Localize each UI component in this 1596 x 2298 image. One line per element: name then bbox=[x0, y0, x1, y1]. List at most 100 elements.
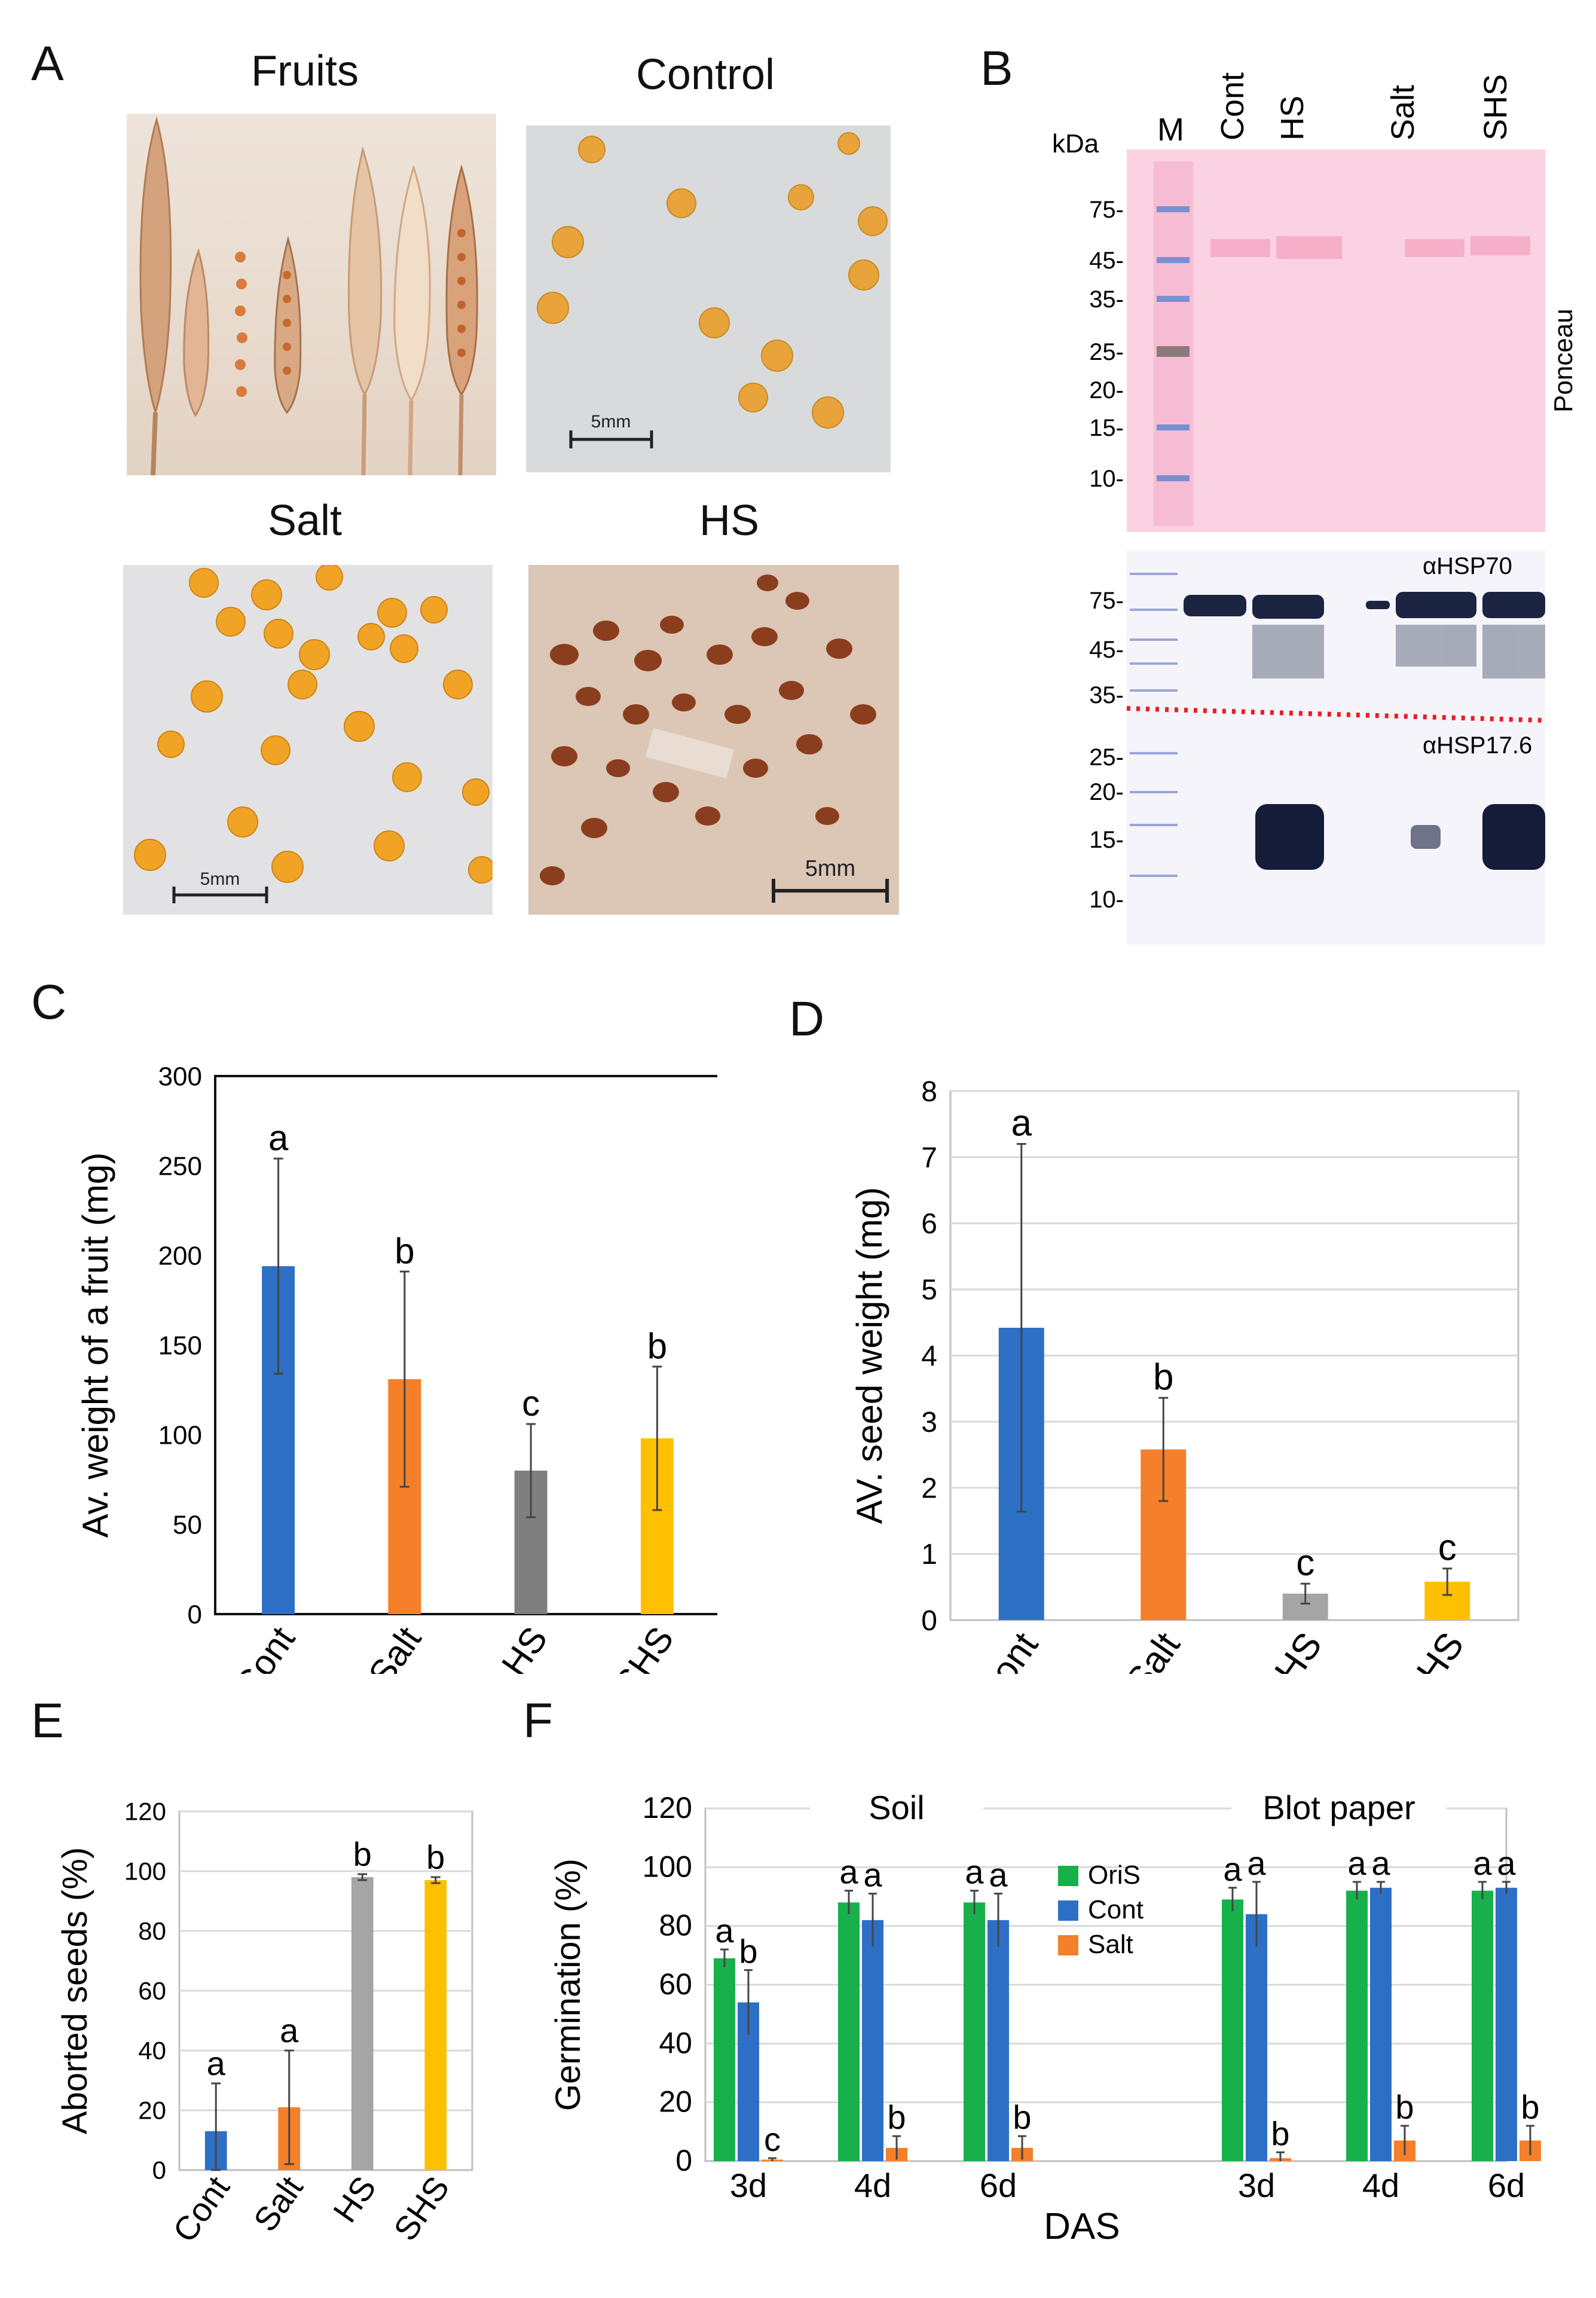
y-tick-label: 2 bbox=[921, 1473, 937, 1505]
legend-swatch-salt bbox=[1058, 1935, 1078, 1955]
kda-marker-top: 15- bbox=[1089, 415, 1124, 441]
significance-letter: b bbox=[1153, 1356, 1173, 1398]
x-tick-label: SHS bbox=[386, 2169, 457, 2247]
lane-label-hs: HS bbox=[1274, 96, 1310, 140]
significance-letter: a bbox=[1347, 1844, 1366, 1882]
y-tick-label: 80 bbox=[138, 1917, 166, 1945]
panel-label-a: A bbox=[31, 36, 64, 91]
x-tick-label: Cont bbox=[166, 2169, 237, 2248]
y-tick-label: 8 bbox=[921, 1076, 937, 1108]
bar-cont bbox=[862, 1920, 883, 2161]
x-tick-label: Salt bbox=[246, 2169, 310, 2238]
ponceau-gel bbox=[1127, 149, 1545, 532]
marker-lane bbox=[1154, 161, 1193, 526]
control-seeds-illustration: 5mm bbox=[537, 132, 888, 448]
y-tick-label: 300 bbox=[158, 1062, 202, 1091]
x-tick-label: 6d bbox=[1488, 2166, 1525, 2204]
hsp17-label: αHSP17.6 bbox=[1423, 732, 1532, 759]
bar-cont bbox=[987, 1920, 1009, 2161]
kda-marker-top: 45- bbox=[1089, 247, 1124, 274]
significance-letter: b bbox=[426, 1838, 445, 1876]
y-tick-label: 20 bbox=[138, 2097, 166, 2125]
lane-label-m: M bbox=[1157, 112, 1184, 148]
scale-bar-label: 5mm bbox=[805, 856, 855, 881]
x-tick-label: 6d bbox=[980, 2166, 1017, 2204]
bar-hs bbox=[351, 1877, 374, 2170]
fruits-photo bbox=[127, 114, 496, 475]
bar-cont bbox=[1246, 1914, 1267, 2161]
ponceau-bands bbox=[1210, 236, 1530, 259]
x-tick-label: HS bbox=[1267, 1625, 1330, 1674]
kda-marker-bottom: 25- bbox=[1089, 744, 1124, 771]
kda-marker-top: 75- bbox=[1089, 197, 1124, 223]
significance-letter: c bbox=[1296, 1542, 1314, 1584]
salt-seeds-photo: 5mm bbox=[123, 565, 493, 915]
kda-marker-top: 10- bbox=[1089, 466, 1124, 492]
x-tick-label: Cont bbox=[968, 1625, 1047, 1674]
photo-title-control: Control bbox=[635, 51, 775, 99]
kda-marker-top: 35- bbox=[1089, 286, 1124, 313]
chart-d: 0 1 2 3 4 5 6 7 8 a Cont b Salt c HS c SHS AV. seed weigh… bbox=[849, 1076, 1519, 1674]
legend-label-salt: Salt bbox=[1088, 1930, 1133, 1959]
x-tick-label: HS bbox=[326, 2169, 383, 2229]
significance-letter: a bbox=[839, 1853, 858, 1891]
significance-letter: a bbox=[1011, 1103, 1032, 1144]
hsp70-label: αHSP70 bbox=[1423, 553, 1512, 579]
significance-letter: b bbox=[1395, 2088, 1414, 2126]
y-tick-label: 40 bbox=[659, 2026, 692, 2059]
y-tick-label: 150 bbox=[158, 1331, 202, 1360]
hsp70-bands bbox=[1184, 592, 1545, 619]
lane-label-shs: SHS bbox=[1478, 74, 1514, 140]
kda-marker-top: 20- bbox=[1089, 377, 1124, 404]
y-tick-label: 120 bbox=[124, 1798, 166, 1826]
significance-letter: b bbox=[395, 1231, 414, 1271]
x-tick-label: 4d bbox=[854, 2166, 891, 2204]
marker-ladder-bands bbox=[1157, 206, 1190, 481]
panel-label-c: C bbox=[31, 975, 67, 1029]
significance-letter: b bbox=[1271, 2114, 1289, 2152]
y-tick-label: 80 bbox=[659, 1909, 692, 1942]
photo-title-fruits: Fruits bbox=[251, 47, 359, 95]
y-tick-label: 60 bbox=[138, 1977, 166, 2005]
bar-oris bbox=[1346, 1890, 1368, 2161]
scale-bar-label: 5mm bbox=[200, 869, 240, 889]
y-tick-label: 40 bbox=[138, 2037, 166, 2065]
y-tick-label: 100 bbox=[158, 1420, 202, 1450]
y-tick-label: 0 bbox=[188, 1600, 202, 1629]
group-label-background bbox=[1231, 1784, 1447, 1832]
group-label-background bbox=[810, 1784, 983, 1832]
y-tick-label: 3 bbox=[921, 1407, 937, 1438]
bar-oris bbox=[964, 1902, 985, 2161]
lane-label-salt: Salt bbox=[1385, 85, 1421, 140]
group-label-soil: Soil bbox=[869, 1789, 924, 1826]
x-tick-label: 4d bbox=[1362, 2166, 1399, 2204]
y-tick-label: 120 bbox=[643, 1791, 692, 1825]
significance-letter: c bbox=[764, 2120, 781, 2158]
western-blot-panel: M Cont HS Salt SHS kDa Ponceau αHSP70 αHSP17… bbox=[1052, 72, 1578, 945]
y-tick-label: 4 bbox=[921, 1340, 937, 1372]
significance-letter: a bbox=[715, 1912, 734, 1949]
panel-label-e: E bbox=[31, 1694, 64, 1748]
y-tick-label: 200 bbox=[158, 1241, 202, 1270]
red-divider-line bbox=[1126, 706, 1546, 723]
y-tick-label: 60 bbox=[659, 1967, 692, 2001]
y-tick-label: 0 bbox=[921, 1605, 937, 1637]
bar-oris bbox=[838, 1902, 860, 2161]
y-axis-label: Germination (%) bbox=[549, 1859, 588, 2111]
significance-letter: b bbox=[1521, 2088, 1539, 2126]
bar-shs bbox=[424, 1880, 447, 2170]
y-tick-label: 0 bbox=[675, 2144, 692, 2177]
significance-letter: a bbox=[863, 1856, 882, 1894]
significance-letter: b bbox=[647, 1326, 667, 1366]
panel-label-b: B bbox=[980, 41, 1013, 96]
hsp-marker-ladder bbox=[1130, 573, 1178, 877]
bar-cont bbox=[1496, 1887, 1517, 2161]
x-tick-label: SHS bbox=[606, 1619, 681, 1674]
y-tick-label: 5 bbox=[921, 1275, 937, 1306]
legend-label-cont: Cont bbox=[1088, 1895, 1144, 1924]
significance-letter: a bbox=[989, 1856, 1008, 1894]
y-axis-label: Av. weight of a fruit (mg) bbox=[75, 1153, 115, 1538]
lane-label-cont: Cont bbox=[1215, 72, 1250, 140]
hsp17-bands bbox=[1255, 804, 1545, 870]
chart-c: 0 50 100 150 200 250 300 a Cont b Salt c HS b SHS Av. w… bbox=[75, 1062, 717, 1674]
